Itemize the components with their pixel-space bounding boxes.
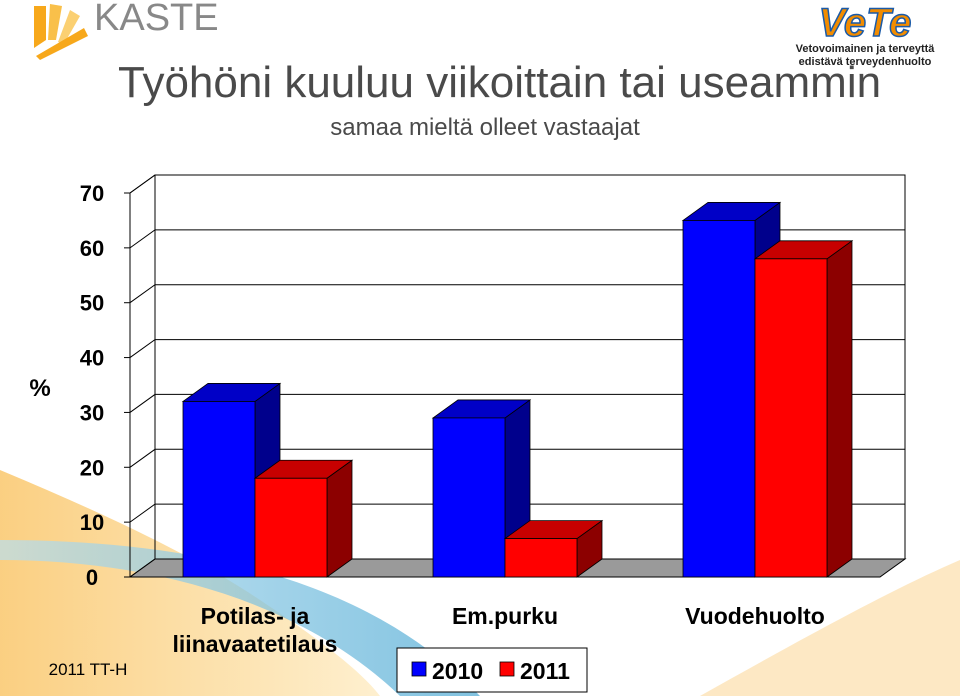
kaste-logo-mark [34,4,88,60]
grid-line [129,284,905,304]
legend-swatch [499,661,515,677]
x-tick-label: Em.purku [451,603,559,629]
legend-box [396,647,588,693]
brand-tagline: Vetovoimainen ja terveyttä [796,43,936,55]
y-axis-label: % [29,375,50,402]
bar-side [326,459,353,578]
bar [754,258,828,578]
y-tick-label: 40 [80,346,104,371]
bar [504,538,578,578]
x-tick-label: Potilas- ja liinavaatetilaus [172,603,338,657]
grid-line [129,558,905,578]
bar [432,417,506,578]
legend-label: 2011 [520,658,570,684]
bar [682,220,756,578]
grid-line [129,174,905,194]
bar [254,477,328,578]
logo-text: KASTE [94,0,219,39]
grid-line [129,229,905,249]
decor-blue [0,540,480,696]
grid-line [129,448,905,468]
brand-logo: VeTe [819,1,912,45]
decor-orange-right [700,560,960,696]
y-tick-label: 70 [80,181,104,206]
y-tick-label: 50 [80,291,104,316]
brand-tagline: edistävä terveydenhuolto [799,56,932,68]
chart-subtitle: samaa mieltä olleet vastaajat [330,114,640,141]
y-tick-label: 30 [80,400,104,425]
y-tick-label: 0 [86,565,98,590]
bar-side [826,240,853,578]
legend-label: 2010 [432,658,483,684]
grid-line [129,503,905,523]
footer: 2011 TT-H [49,660,128,679]
chart-title: Työhöni kuuluu viikoittain tai useammin [118,58,881,107]
x-tick-label: Vuodehuolto [685,603,825,629]
y-tick-label: 60 [80,236,104,261]
bar [182,401,256,578]
legend-swatch [411,661,427,677]
grid-line [129,393,905,413]
left-wall [129,174,156,577]
grid-line [129,339,905,358]
y-tick-label: 20 [80,455,104,480]
y-tick-label: 10 [80,510,104,535]
